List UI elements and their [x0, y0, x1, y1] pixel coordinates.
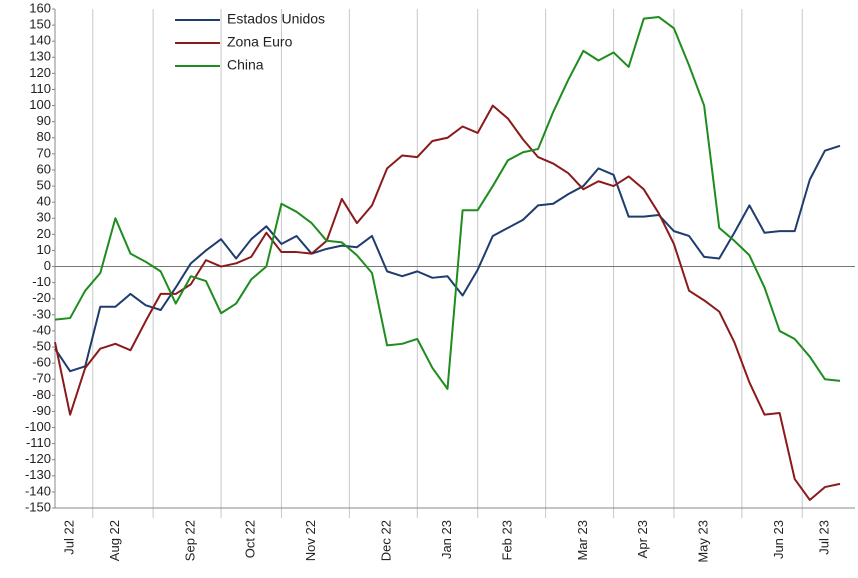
y-tick-label: 10	[37, 242, 51, 257]
x-tick-label: Jul 22	[62, 520, 77, 555]
x-tick-label: Apr 23	[635, 520, 650, 558]
y-tick-label: 110	[30, 81, 51, 96]
x-tick-label: Nov 22	[303, 520, 318, 561]
y-tick-label: 0	[44, 258, 51, 273]
y-tick-label: -130	[25, 467, 51, 482]
y-tick-label: -60	[32, 355, 51, 370]
x-tick-label: Oct 22	[243, 520, 258, 558]
series-line	[54, 144, 841, 373]
y-tick-label: -10	[32, 274, 51, 289]
y-tick-label: 40	[37, 194, 51, 209]
y-tick-label: -80	[32, 387, 51, 402]
legend-label: Zona Euro	[227, 34, 293, 50]
x-tick-label: Aug 22	[107, 520, 122, 561]
y-tick-label: -150	[25, 499, 51, 514]
y-tick-label: -110	[26, 435, 51, 450]
series-line	[54, 104, 841, 501]
x-tick-label: May 23	[696, 520, 711, 563]
y-tick-label: 160	[29, 0, 51, 15]
y-tick-label: -30	[32, 306, 51, 321]
y-tick-label: 140	[29, 33, 51, 48]
x-tick-label: Dec 22	[379, 520, 394, 561]
y-tick-label: -50	[32, 338, 51, 353]
y-tick-label: -140	[25, 483, 51, 498]
x-tick-label: Mar 23	[575, 520, 590, 560]
y-tick-label: 100	[29, 97, 51, 112]
y-tick-label: 90	[37, 113, 51, 128]
y-tick-label: 30	[37, 210, 51, 225]
y-tick-label: 130	[29, 49, 51, 64]
x-tick-label: Feb 23	[499, 520, 514, 560]
series-line	[54, 16, 841, 390]
y-tick-label: -40	[32, 322, 51, 337]
y-tick-label: 120	[29, 65, 51, 80]
x-tick-label: Jun 23	[771, 520, 786, 559]
y-tick-label: -90	[32, 403, 51, 418]
legend-label: China	[227, 57, 264, 73]
x-tick-label: Jul 23	[816, 520, 831, 555]
y-tick-label: 20	[37, 226, 51, 241]
y-tick-label: -100	[25, 419, 51, 434]
y-tick-label: -70	[32, 371, 51, 386]
y-tick-label: 150	[29, 17, 51, 32]
legend-label: Estados Unidos	[227, 11, 325, 27]
y-tick-label: 70	[37, 145, 51, 160]
y-tick-label: 50	[37, 178, 51, 193]
y-tick-label: -120	[25, 451, 51, 466]
x-tick-label: Jan 23	[439, 520, 454, 559]
y-tick-label: 80	[37, 129, 51, 144]
y-tick-label: 60	[37, 161, 51, 176]
y-tick-label: -20	[32, 290, 51, 305]
x-tick-label: Sep 22	[182, 520, 197, 561]
